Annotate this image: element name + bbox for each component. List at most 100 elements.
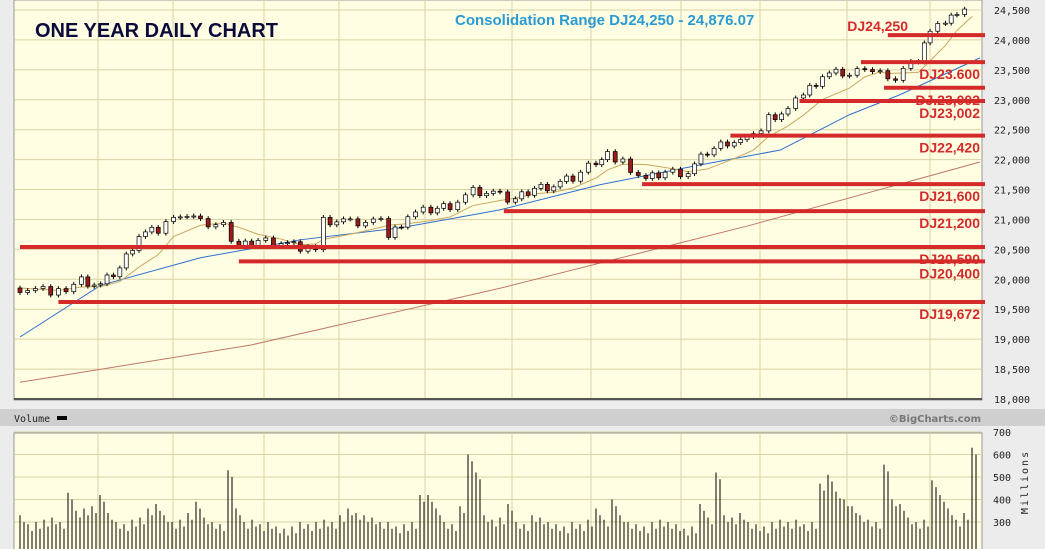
copyright: ©BigCharts.com <box>889 414 981 425</box>
candle-down <box>477 187 483 197</box>
candle-up <box>854 68 860 76</box>
candle-down <box>635 172 641 176</box>
candle-up <box>463 194 468 203</box>
volume-axis: 700 600 500 400 300 <box>993 428 1011 529</box>
candle-up <box>98 283 103 286</box>
moving-average-mid <box>19 57 981 338</box>
candle-up <box>405 216 411 228</box>
candle-up <box>177 216 183 219</box>
candle-up <box>620 158 626 163</box>
candle-up <box>820 76 825 87</box>
candle-down <box>327 217 333 226</box>
candle-up <box>40 286 46 289</box>
y-tick-label: 18,500 <box>994 365 1030 376</box>
candle-up <box>935 23 941 32</box>
candle-up <box>793 97 799 109</box>
volume-grid <box>14 431 982 549</box>
candle-up <box>79 276 84 285</box>
candle-down <box>63 288 69 293</box>
price-axis: 24,500 24,000 23,500 23,000 22,500 22,000 21,5… <box>994 6 1030 406</box>
candle-up <box>948 14 954 24</box>
support-level-label: DJ21,600 <box>919 188 980 204</box>
candle-up <box>104 274 110 285</box>
candle-up <box>420 206 426 213</box>
y-tick-label: 23,000 <box>994 96 1030 107</box>
price-candles <box>17 6 967 298</box>
candle-up <box>25 290 31 293</box>
candle-up <box>171 217 176 222</box>
candle-up <box>551 186 557 192</box>
candle-up <box>455 201 461 210</box>
candle-up <box>470 187 476 196</box>
candle-up <box>490 190 496 194</box>
candle-up <box>801 94 806 99</box>
candle-up <box>758 130 764 134</box>
candle-up <box>149 226 155 233</box>
candle-down <box>593 162 599 166</box>
candle-up <box>557 181 563 188</box>
candle-up <box>564 175 569 182</box>
volume-tick-label: 400 <box>993 496 1011 507</box>
support-levels: DJ24,250DJ23.600DJ.23,002DJ23,002DJ22,42… <box>20 18 985 322</box>
candle-down <box>399 226 404 229</box>
candle-up <box>334 221 340 226</box>
candle-down <box>271 237 276 247</box>
y-tick-label: 20,000 <box>994 275 1030 286</box>
candle-down <box>545 184 550 192</box>
price-plot-area <box>13 0 983 401</box>
support-level-label: DJ24,250 <box>847 18 908 34</box>
candle-up <box>954 14 960 16</box>
candle-up <box>670 168 676 173</box>
candle-down <box>612 151 618 163</box>
support-level-label: DJ21,200 <box>919 215 980 231</box>
candle-up <box>738 139 743 143</box>
moving-average-long <box>19 161 981 383</box>
candle-down <box>643 175 649 179</box>
volume-tick-label: 300 <box>993 518 1011 529</box>
candle-down <box>893 78 898 81</box>
candle-up <box>731 142 737 147</box>
support-level-label: DJ22,420 <box>919 140 980 156</box>
candle-down <box>656 172 662 179</box>
candle-up <box>847 74 852 77</box>
candle-up <box>285 242 290 245</box>
support-level-label: DJ19,672 <box>919 306 980 322</box>
candle-up <box>130 250 135 255</box>
candle-up <box>484 193 489 197</box>
candle-up <box>766 114 772 132</box>
candle-up <box>213 224 219 228</box>
candle-up <box>532 187 537 196</box>
y-tick-label: 19,000 <box>994 335 1030 346</box>
y-tick-label: 21,500 <box>994 186 1030 197</box>
candle-up <box>900 67 906 81</box>
candle-up <box>191 215 197 218</box>
volume-unit-label: Millions <box>1020 450 1031 514</box>
y-tick-label: 19,500 <box>994 305 1030 316</box>
support-level-label: DJ23,002 <box>919 105 980 121</box>
candle-down <box>497 190 503 193</box>
volume-tick-label: 700 <box>993 428 1011 439</box>
candle-up <box>347 218 353 221</box>
candle-down <box>840 68 846 77</box>
volume-tick-label: 500 <box>993 473 1011 484</box>
candle-up <box>962 8 967 15</box>
candle-up <box>143 231 148 237</box>
volume-legend-swatch <box>57 416 67 420</box>
candle-up <box>91 284 97 287</box>
chart-subtitle: Consolidation Range DJ24,250 - 24,876.07 <box>455 12 754 29</box>
support-level-label: DJ20,400 <box>919 265 980 281</box>
candle-up <box>441 203 447 209</box>
volume-label: Volume <box>14 414 50 425</box>
candle-down <box>570 175 576 182</box>
candle-up <box>519 191 525 200</box>
candle-down <box>725 141 730 147</box>
candle-down <box>155 226 161 234</box>
candle-up <box>605 151 610 160</box>
candle-down <box>386 218 391 238</box>
candle-up <box>413 211 418 218</box>
candle-up <box>56 288 61 296</box>
candle-down <box>885 70 891 80</box>
y-tick-label: 23,500 <box>994 66 1030 77</box>
volume-bars <box>19 447 977 549</box>
candle-up <box>370 218 376 223</box>
